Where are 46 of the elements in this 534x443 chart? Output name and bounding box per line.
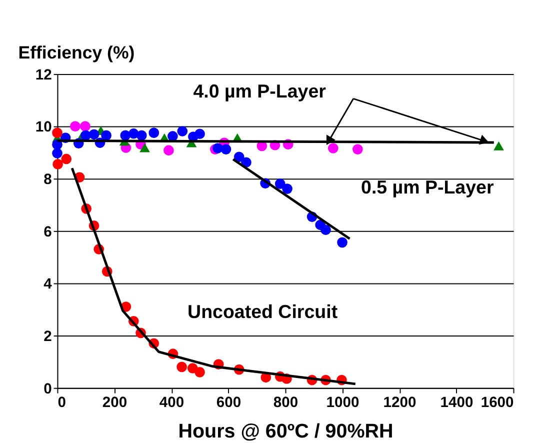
point bbox=[337, 237, 348, 248]
y-tick-label: 12 bbox=[35, 67, 52, 84]
point bbox=[168, 131, 178, 142]
x-tick-label: 1000 bbox=[326, 395, 360, 412]
point bbox=[88, 129, 100, 140]
point bbox=[320, 224, 331, 236]
annotation: 4.0 µm P-Layer bbox=[193, 80, 327, 102]
point bbox=[274, 178, 286, 189]
x-tick-label: 800 bbox=[273, 395, 298, 412]
annotation: Uncoated Circuit bbox=[188, 300, 338, 322]
point bbox=[52, 159, 63, 170]
point bbox=[136, 130, 147, 141]
y-tick-label: 0 bbox=[44, 381, 52, 398]
y-tick-label: 6 bbox=[44, 224, 52, 240]
point bbox=[176, 362, 187, 372]
point bbox=[494, 141, 504, 150]
point bbox=[328, 143, 338, 154]
point bbox=[194, 367, 205, 378]
x-tick-label: 1200 bbox=[383, 395, 416, 412]
point bbox=[177, 126, 188, 136]
x-tick-label: 1400 bbox=[440, 395, 474, 412]
y-tick-label: 4 bbox=[44, 276, 53, 293]
x-tick-label: 200 bbox=[102, 395, 128, 412]
y-tick-label: 8 bbox=[44, 172, 52, 188]
annotation: 0.5 µm P-Layer bbox=[361, 176, 494, 198]
x-tick-label: 600 bbox=[216, 395, 242, 412]
point bbox=[140, 143, 150, 152]
x-tick-label: 0 bbox=[58, 395, 66, 412]
y-tick-label: 2 bbox=[44, 328, 52, 345]
x-tick-label: 400 bbox=[159, 395, 184, 412]
point bbox=[220, 144, 232, 154]
point bbox=[352, 144, 363, 154]
point bbox=[61, 154, 72, 164]
point bbox=[194, 128, 205, 140]
x-tick-label: 1600 bbox=[480, 395, 514, 412]
point bbox=[52, 128, 62, 138]
point bbox=[80, 121, 90, 132]
point bbox=[52, 148, 62, 158]
point bbox=[70, 121, 80, 132]
point bbox=[164, 145, 174, 156]
x-axis-title: Hours @ 60ºC / 90%RH bbox=[178, 420, 394, 443]
y-axis-title: Efficiency (%) bbox=[18, 42, 135, 63]
point bbox=[282, 184, 292, 194]
y-tick-label: 10 bbox=[35, 120, 52, 136]
point bbox=[101, 130, 112, 141]
point bbox=[148, 128, 160, 138]
